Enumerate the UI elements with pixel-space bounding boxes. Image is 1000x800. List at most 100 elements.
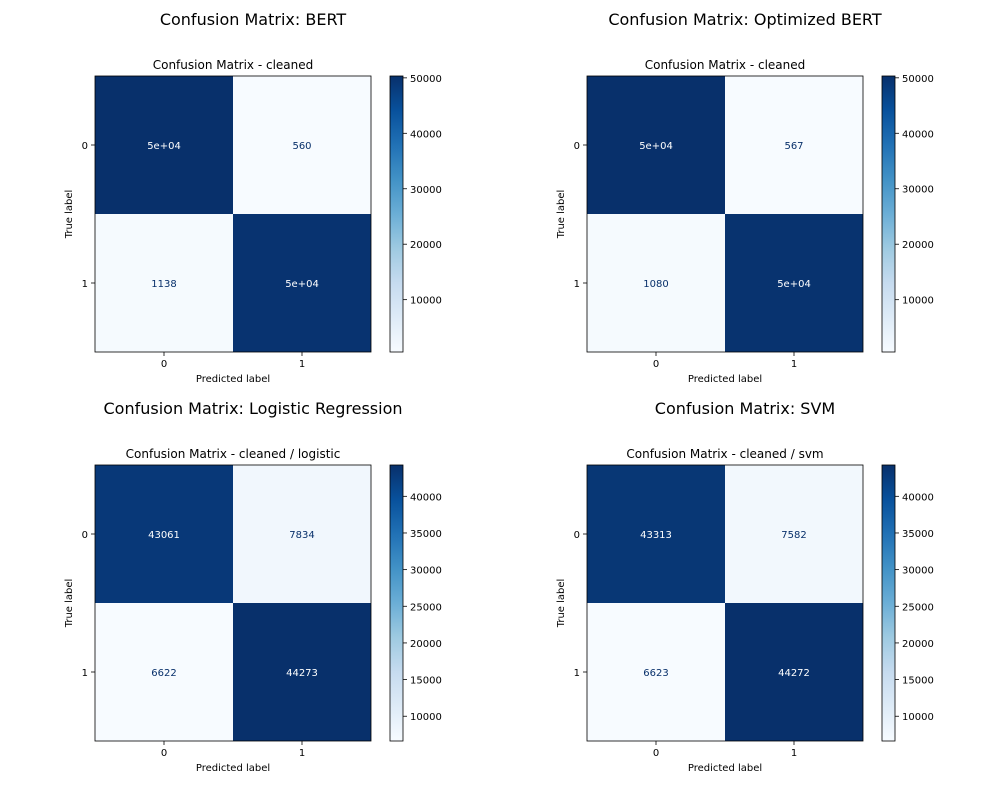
x-tick-label: 1 [791,748,797,759]
confusion-matrix-panel: Confusion Matrix: BERT Confusion Matrix -… [64,10,442,385]
y-tick-label: 1 [574,279,580,290]
cell-value-label: 44272 [778,668,810,679]
colorbar-tick-label: 40000 [902,492,934,503]
y-tick-label: 1 [574,668,580,679]
x-tick-label: 1 [299,359,305,370]
cell-value-label: 7582 [781,530,806,541]
colorbar-tick-label: 10000 [902,712,934,723]
y-axis-label: True label [64,190,75,240]
confusion-matrix-panel: Confusion Matrix: Optimized BERT Confusio… [556,10,934,385]
axes-frame [94,75,372,353]
y-tick-label: 1 [82,668,88,679]
colorbar-tick-label: 20000 [902,639,934,650]
colorbar-tick-label: 10000 [410,712,442,723]
matrix-cell [95,465,233,603]
colorbar-tick-label: 50000 [410,74,442,85]
panel-title: Confusion Matrix: SVM [655,399,835,418]
colorbar-tick-label: 30000 [410,185,442,196]
x-axis-label: Predicted label [688,374,762,385]
panel-title: Confusion Matrix: BERT [160,10,347,29]
colorbar-frame [881,464,896,742]
y-axis-label: True label [64,579,75,629]
colorbar-tick-label: 40000 [902,129,934,140]
x-axis-label: Predicted label [196,763,270,774]
colorbar-tick-label: 20000 [410,240,442,251]
colorbar-tick-label: 50000 [902,74,934,85]
axes-frame [94,464,372,742]
colorbar [390,465,403,741]
matrix-cell [95,76,233,214]
x-tick-label: 0 [161,359,167,370]
matrix-cell [725,214,863,352]
colorbar-tick-label: 15000 [902,676,934,687]
matrix-cell [725,76,863,214]
panel-title: Confusion Matrix: Optimized BERT [608,10,882,29]
colorbar-tick-label: 25000 [902,602,934,613]
cell-value-label: 6623 [643,668,668,679]
axes-frame [586,464,864,742]
y-tick-label: 0 [574,141,580,152]
matrix-cell [725,465,863,603]
colorbar-tick-label: 10000 [410,296,442,307]
colorbar-tick-label: 25000 [410,602,442,613]
axes-frame [586,75,864,353]
x-axis-label: Predicted label [196,374,270,385]
colorbar-tick-label: 40000 [410,129,442,140]
axes-title: Confusion Matrix - cleaned / svm [626,447,823,461]
matrix-cell [587,603,725,741]
x-tick-label: 1 [791,359,797,370]
colorbar [390,76,403,352]
x-tick-label: 1 [299,748,305,759]
cell-value-label: 5e+04 [147,141,181,152]
matrix-cell [587,76,725,214]
matrix-cell [233,214,371,352]
matrix-cell [233,465,371,603]
colorbar [882,76,895,352]
colorbar-tick-label: 40000 [410,492,442,503]
cell-value-label: 5e+04 [285,279,319,290]
matrix-cell [725,603,863,741]
axes-title: Confusion Matrix - cleaned [645,58,806,72]
colorbar-tick-label: 30000 [902,185,934,196]
x-axis-label: Predicted label [688,763,762,774]
cell-value-label: 567 [784,141,803,152]
colorbar-tick-label: 30000 [902,566,934,577]
x-tick-label: 0 [161,748,167,759]
colorbar-tick-label: 30000 [410,566,442,577]
colorbar-tick-label: 10000 [902,296,934,307]
y-tick-label: 0 [82,530,88,541]
cell-value-label: 5e+04 [777,279,811,290]
cell-value-label: 1138 [151,279,176,290]
colorbar-tick-label: 15000 [410,676,442,687]
matrix-cell [95,214,233,352]
colorbar-tick-label: 20000 [902,240,934,251]
axes-title: Confusion Matrix - cleaned [153,58,314,72]
cell-value-label: 560 [292,141,311,152]
matrix-cell [233,603,371,741]
confusion-matrix-panel: Confusion Matrix: SVM Confusion Matrix - … [556,399,934,774]
cell-value-label: 44273 [286,668,318,679]
cell-value-label: 7834 [289,530,314,541]
y-axis-label: True label [556,579,567,629]
confusion-matrix-panel: Confusion Matrix: Logistic Regression Con… [64,399,442,774]
axes-title: Confusion Matrix - cleaned / logistic [126,447,341,461]
colorbar [882,465,895,741]
cell-value-label: 6622 [151,668,176,679]
y-axis-label: True label [556,190,567,240]
panel-title: Confusion Matrix: Logistic Regression [104,399,403,418]
matrix-cell [95,603,233,741]
x-tick-label: 0 [653,359,659,370]
y-tick-label: 0 [82,141,88,152]
colorbar-tick-label: 35000 [902,529,934,540]
y-tick-label: 1 [82,279,88,290]
colorbar-tick-label: 20000 [410,639,442,650]
colorbar-tick-label: 35000 [410,529,442,540]
colorbar-frame [881,75,896,353]
matrix-cell [233,76,371,214]
colorbar-frame [389,464,404,742]
cell-value-label: 43313 [640,530,672,541]
cell-value-label: 5e+04 [639,141,673,152]
cell-value-label: 43061 [148,530,180,541]
y-tick-label: 0 [574,530,580,541]
